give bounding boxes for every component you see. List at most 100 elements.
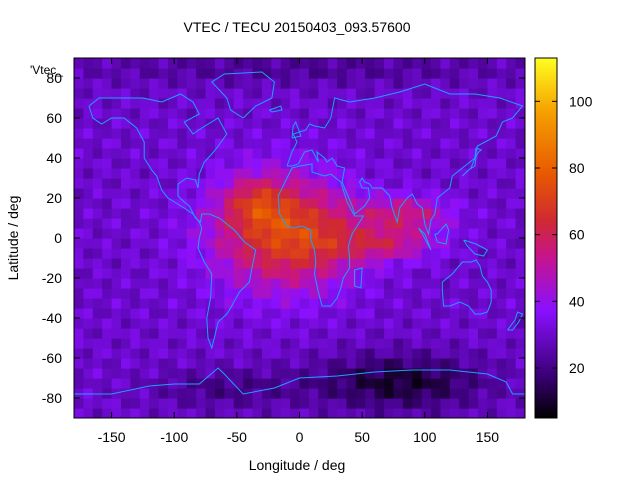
heatmap-cell [355, 238, 366, 249]
heatmap-cell [487, 388, 498, 399]
heatmap-cell [402, 128, 413, 139]
heatmap-cell [365, 178, 376, 189]
heatmap-cell [402, 308, 413, 319]
heatmap-cell [224, 108, 235, 119]
heatmap-cell [496, 368, 507, 379]
y-tick-label: 80 [46, 70, 62, 86]
heatmap-cell [459, 108, 470, 119]
heatmap-cell [158, 358, 169, 369]
heatmap-cell [440, 268, 451, 279]
heatmap-cell [393, 318, 404, 329]
heatmap-cell [496, 228, 507, 239]
heatmap-cell [421, 408, 432, 418]
heatmap-cell [186, 288, 197, 299]
heatmap-cell [252, 118, 263, 129]
heatmap-cell [214, 288, 225, 299]
heatmap-cell [205, 168, 216, 179]
heatmap-cell [384, 368, 395, 379]
heatmap-cell [214, 238, 225, 249]
heatmap-cell [252, 358, 263, 369]
heatmap-cell [402, 138, 413, 149]
heatmap-cell [167, 188, 178, 199]
heatmap-cell [449, 298, 460, 309]
heatmap-cell [186, 258, 197, 269]
heatmap-cell [196, 338, 207, 349]
heatmap-cell [421, 248, 432, 259]
heatmap-cell [186, 138, 197, 149]
heatmap-cell [167, 268, 178, 279]
heatmap-cell [327, 268, 338, 279]
heatmap-cell [271, 268, 282, 279]
heatmap-cell [318, 408, 329, 418]
heatmap-cell [459, 178, 470, 189]
heatmap-cell [299, 118, 310, 129]
heatmap-cell [374, 338, 385, 349]
heatmap-cell [92, 168, 103, 179]
heatmap-cell [205, 208, 216, 219]
heatmap-cell [440, 108, 451, 119]
heatmap-cell [280, 268, 291, 279]
heatmap-cell [487, 108, 498, 119]
heatmap-cell [233, 378, 244, 389]
heatmap-cell [252, 78, 263, 89]
heatmap-cell [120, 198, 131, 209]
heatmap-cell [233, 58, 244, 69]
heatmap-cell [252, 278, 263, 289]
heatmap-cell [412, 178, 423, 189]
heatmap-cell [261, 358, 272, 369]
heatmap-cell [158, 68, 169, 79]
heatmap-cell [384, 188, 395, 199]
heatmap-cell [393, 198, 404, 209]
heatmap-cell [393, 288, 404, 299]
colorbar-tick-label: 100 [569, 93, 593, 109]
heatmap-cell [130, 398, 141, 409]
coastline-path [286, 83, 524, 236]
heatmap-cell [308, 68, 319, 79]
heatmap-cell [243, 68, 254, 79]
heatmap-cell [449, 398, 460, 409]
heatmap-cell [111, 98, 122, 109]
heatmap-cell [120, 88, 131, 99]
heatmap-cell [440, 228, 451, 239]
heatmap-cell [139, 108, 150, 119]
heatmap-cell [506, 88, 517, 99]
heatmap-cell [224, 178, 235, 189]
heatmap-cell [280, 68, 291, 79]
heatmap-cell [478, 68, 489, 79]
heatmap-cell [167, 228, 178, 239]
heatmap-cell [271, 328, 282, 339]
heatmap-cell [280, 328, 291, 339]
heatmap-cell [346, 338, 357, 349]
heatmap-cell [102, 188, 113, 199]
heatmap-cell [318, 248, 329, 259]
heatmap-cell [402, 178, 413, 189]
heatmap-cell [355, 208, 366, 219]
heatmap-cell [120, 148, 131, 159]
heatmap-cell [412, 268, 423, 279]
heatmap-cell [149, 98, 160, 109]
heatmap-cell [468, 368, 479, 379]
heatmap-cell [299, 98, 310, 109]
heatmap-cell [459, 88, 470, 99]
heatmap-cell [83, 408, 94, 418]
heatmap-cell [92, 398, 103, 409]
heatmap-cell [102, 368, 113, 379]
heatmap-cell [459, 58, 470, 69]
heatmap-cell [449, 318, 460, 329]
heatmap-cell [271, 318, 282, 329]
heatmap-cell [111, 408, 122, 418]
heatmap-cell [431, 178, 442, 189]
heatmap-cell [261, 258, 272, 269]
heatmap-cell [299, 188, 310, 199]
heatmap-cell [355, 128, 366, 139]
heatmap-cell [412, 138, 423, 149]
heatmap-cell [224, 388, 235, 399]
heatmap-cell [327, 408, 338, 418]
heatmap-cell [421, 138, 432, 149]
heatmap-cell [252, 258, 263, 269]
heatmap-cell [280, 278, 291, 289]
heatmap-cell [224, 118, 235, 129]
heatmap-cell [271, 208, 282, 219]
heatmap-cell [149, 338, 160, 349]
